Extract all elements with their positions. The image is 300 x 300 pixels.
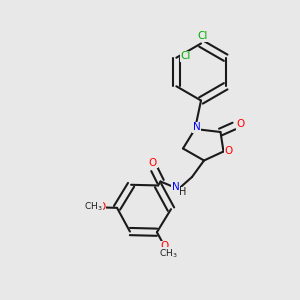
Text: O: O: [160, 241, 169, 251]
Text: N: N: [193, 122, 200, 133]
Text: O: O: [236, 119, 245, 130]
Text: CH$_3$: CH$_3$: [84, 201, 102, 214]
Text: H: H: [179, 187, 187, 197]
Text: N: N: [172, 182, 179, 192]
Text: O: O: [149, 158, 157, 168]
Text: CH$_3$: CH$_3$: [159, 247, 178, 260]
Text: Cl: Cl: [180, 51, 190, 61]
Text: O: O: [225, 146, 233, 157]
Text: O: O: [97, 202, 105, 212]
Text: Cl: Cl: [197, 31, 208, 41]
